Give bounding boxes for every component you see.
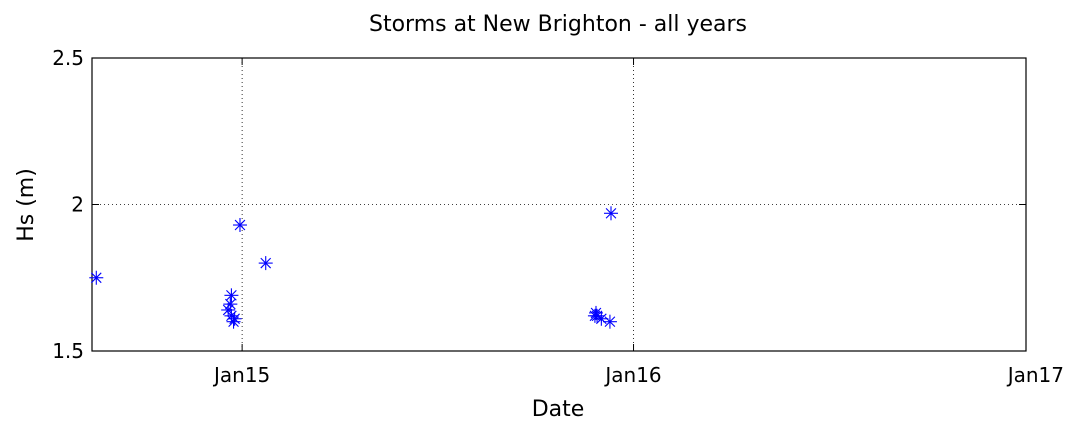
data-point-marker — [602, 314, 617, 329]
x-tick-label: Jan15 — [212, 363, 270, 387]
data-point-marker — [590, 308, 605, 323]
y-tick-labels: 1.5 2 2.5 — [52, 46, 84, 363]
data-point-marker — [232, 218, 247, 233]
chart-title: Storms at New Brighton - all years — [369, 12, 747, 37]
grid-lines — [92, 58, 1026, 351]
data-point-marker — [224, 288, 239, 303]
data-point-marker — [226, 314, 241, 329]
data-point-marker — [604, 206, 619, 221]
y-tick-label: 1.5 — [52, 339, 84, 363]
data-points — [89, 206, 619, 329]
x-tick-label: Jan17 — [1006, 363, 1064, 387]
x-tick-labels: Jan15 Jan16 Jan17 — [212, 363, 1064, 387]
y-tick-label: 2.5 — [52, 46, 84, 70]
data-point-marker — [89, 270, 104, 285]
axis-ticks — [92, 57, 1027, 352]
data-point-marker — [258, 256, 273, 271]
y-tick-label: 2 — [71, 193, 84, 217]
x-axis-label: Date — [532, 397, 585, 422]
data-point-marker — [227, 311, 242, 326]
data-point-marker — [223, 297, 238, 312]
x-tick-label: Jan16 — [603, 363, 661, 387]
y-axis-label: Hs (m) — [14, 168, 39, 242]
